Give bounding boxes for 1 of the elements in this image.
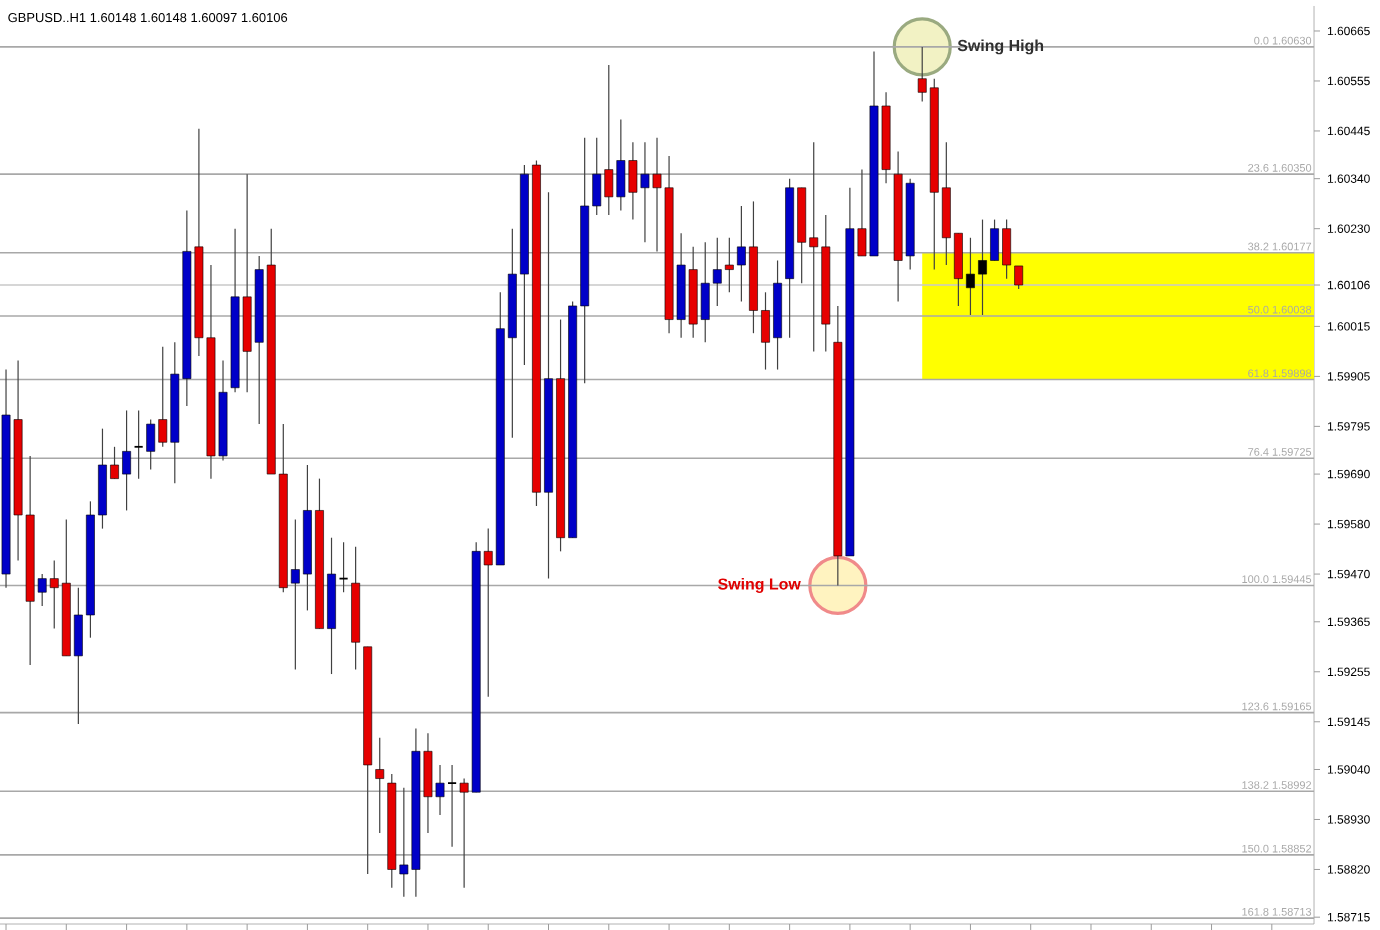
candlestick [375,737,385,834]
